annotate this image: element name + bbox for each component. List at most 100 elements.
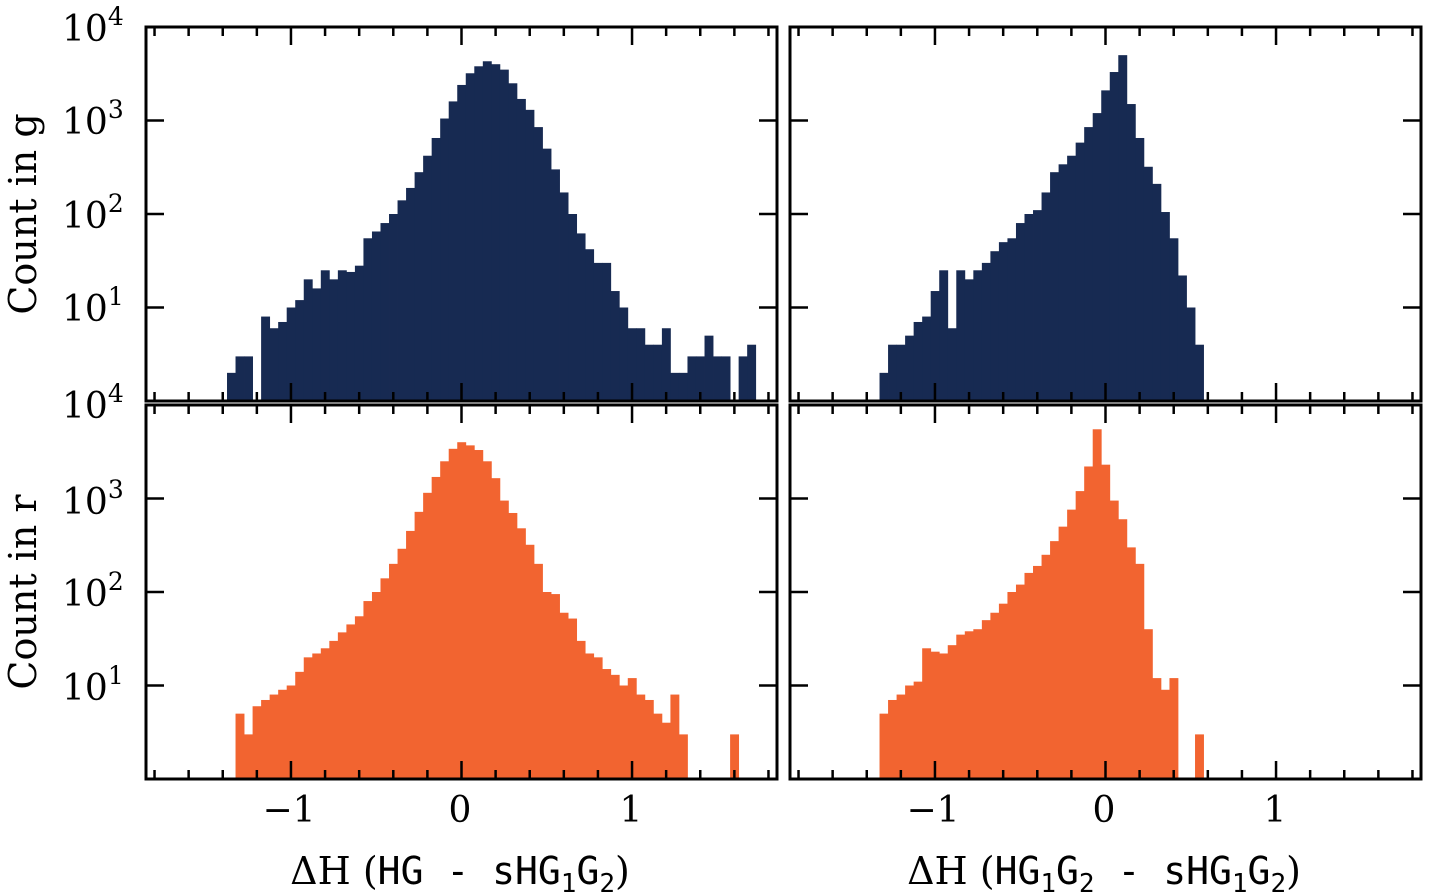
histogram-bar bbox=[261, 316, 271, 401]
histogram-bar bbox=[406, 530, 415, 779]
histogram-bar bbox=[585, 249, 595, 401]
histogram-bar bbox=[896, 694, 906, 779]
histogram-bar bbox=[1050, 541, 1059, 779]
histogram-bar bbox=[278, 321, 288, 401]
histogram-bar bbox=[337, 270, 347, 401]
histogram-bar bbox=[227, 372, 236, 401]
histogram-bar bbox=[687, 356, 697, 401]
histogram-bar bbox=[389, 563, 398, 779]
ytick-label-1e2-bottom: 102 bbox=[62, 567, 124, 615]
histogram-bar bbox=[670, 694, 680, 779]
ylabel-top: Count in g bbox=[1, 113, 45, 314]
histogram-bar bbox=[956, 270, 966, 401]
histogram-bar bbox=[913, 681, 923, 779]
histogram-bar bbox=[738, 356, 748, 401]
histogram-bar bbox=[1195, 734, 1204, 779]
histogram-bar bbox=[1075, 142, 1085, 401]
histogram-bar bbox=[653, 344, 663, 401]
histogram-bar bbox=[1058, 526, 1068, 779]
x-tick-labels-right: −1 0 1 bbox=[906, 790, 1286, 831]
ytick-label-1e1-bottom: 101 bbox=[62, 661, 124, 709]
histogram-bar bbox=[627, 328, 637, 401]
histogram-bar bbox=[653, 713, 663, 779]
histogram-bar bbox=[508, 512, 518, 779]
histogram-bar bbox=[1160, 689, 1170, 779]
histogram-bar bbox=[661, 722, 671, 779]
histogram-bar bbox=[533, 127, 543, 401]
histogram-bar bbox=[593, 262, 603, 401]
histogram-bar bbox=[491, 64, 501, 402]
histogram-bar bbox=[406, 187, 415, 401]
histogram-bar bbox=[286, 307, 296, 401]
histogram-bar bbox=[713, 356, 722, 401]
histogram-bar bbox=[1050, 172, 1059, 401]
histogram-bar bbox=[278, 689, 288, 779]
histogram-bar bbox=[678, 734, 688, 779]
histogram-bar bbox=[1160, 212, 1170, 401]
histogram-bar bbox=[235, 713, 245, 779]
histogram-bar bbox=[1015, 223, 1025, 401]
histogram-bar bbox=[1041, 554, 1051, 779]
histogram-bar bbox=[1075, 491, 1085, 779]
histogram-bar bbox=[922, 316, 932, 401]
histogram-bar bbox=[922, 648, 932, 779]
ytick-label-1e3-top: 103 bbox=[62, 95, 124, 143]
panel-r-hg1g2-frame bbox=[788, 403, 1423, 781]
histogram-bar bbox=[956, 634, 966, 779]
histogram-bar bbox=[346, 271, 356, 401]
histogram-bar bbox=[721, 356, 731, 401]
histogram-bar bbox=[661, 328, 671, 401]
histogram-bar bbox=[431, 476, 441, 779]
histogram-bar bbox=[1152, 183, 1162, 401]
histogram-bar bbox=[261, 699, 271, 779]
histogram-bar bbox=[354, 265, 364, 401]
x-tick-labels-left: −1 0 1 bbox=[262, 790, 642, 831]
ytick-label-1e4-top: 104 bbox=[62, 2, 124, 50]
histogram-bar bbox=[499, 500, 509, 779]
histogram-bar bbox=[244, 734, 253, 779]
histogram-bar bbox=[371, 231, 381, 401]
histogram-bar bbox=[1195, 344, 1204, 401]
histogram-bar bbox=[695, 356, 705, 401]
histogram-bar bbox=[303, 279, 313, 401]
histogram-bar bbox=[329, 279, 339, 401]
histogram-bar bbox=[1177, 275, 1187, 401]
histogram-bar bbox=[1084, 466, 1094, 779]
histogram-bar bbox=[423, 155, 433, 401]
y-tick-labels-bottom: 104 103 102 101 bbox=[62, 379, 124, 709]
histogram-bar bbox=[602, 669, 612, 779]
histogram-bar bbox=[414, 172, 424, 401]
histogram-bar bbox=[559, 192, 569, 401]
histogram-bar bbox=[1024, 214, 1034, 401]
xtick-label-minus1-left: −1 bbox=[262, 790, 315, 831]
histogram-bar bbox=[1169, 238, 1179, 401]
histogram-bar bbox=[329, 640, 339, 779]
histogram-bar bbox=[990, 612, 1000, 779]
histogram-bar bbox=[930, 651, 940, 779]
histogram-bar bbox=[888, 699, 897, 779]
histogram-bar bbox=[568, 618, 578, 779]
histogram-bar bbox=[1143, 629, 1153, 779]
histogram-bar bbox=[516, 528, 526, 779]
histogram-bar bbox=[465, 445, 475, 779]
histogram-bar bbox=[644, 344, 654, 401]
histogram-bar bbox=[896, 344, 906, 401]
histogram-bar bbox=[1058, 164, 1068, 401]
histogram-bar bbox=[1041, 192, 1051, 401]
panel-r-hg-frame bbox=[144, 403, 779, 781]
histogram-bar bbox=[636, 328, 646, 401]
xtick-label-1-left: 1 bbox=[620, 790, 643, 831]
histogram-bar bbox=[1135, 563, 1145, 779]
ytick-label-1e1-top: 101 bbox=[62, 282, 124, 330]
histogram-bar bbox=[610, 674, 620, 779]
histogram-bar bbox=[295, 300, 305, 401]
panel-g-hg1g2-frame bbox=[788, 25, 1423, 403]
histogram-bar bbox=[533, 563, 543, 779]
histogram-bar bbox=[269, 328, 279, 401]
histogram-bar bbox=[397, 200, 407, 401]
xtick-label-1-right: 1 bbox=[1264, 790, 1287, 831]
histogram-bar bbox=[1118, 519, 1128, 779]
histogram-bar bbox=[559, 612, 569, 779]
histogram-bar bbox=[499, 69, 509, 401]
